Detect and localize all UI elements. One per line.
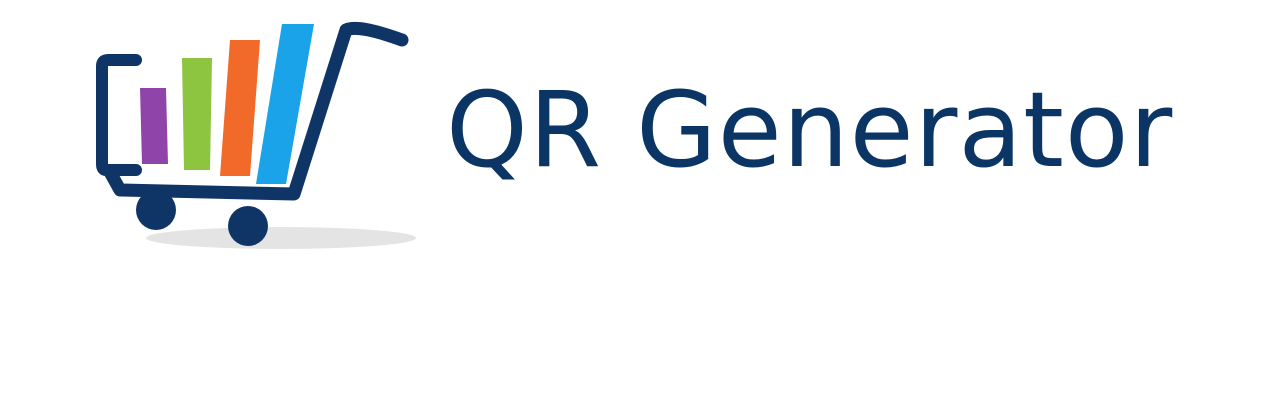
- cart-bar-green: [182, 58, 212, 170]
- shopping-cart-icon: [96, 21, 416, 249]
- brand-name: QR Generator: [446, 69, 1174, 191]
- cart-wheel-left: [136, 190, 176, 230]
- cart-bar-orange: [220, 40, 260, 176]
- cart-wheel-right: [228, 206, 268, 246]
- cart-shadow: [146, 227, 416, 249]
- cart-frame: [96, 54, 142, 176]
- cart-bar-purple: [140, 88, 168, 164]
- cart-handle: [103, 21, 409, 201]
- cart-bar-blue: [256, 24, 314, 184]
